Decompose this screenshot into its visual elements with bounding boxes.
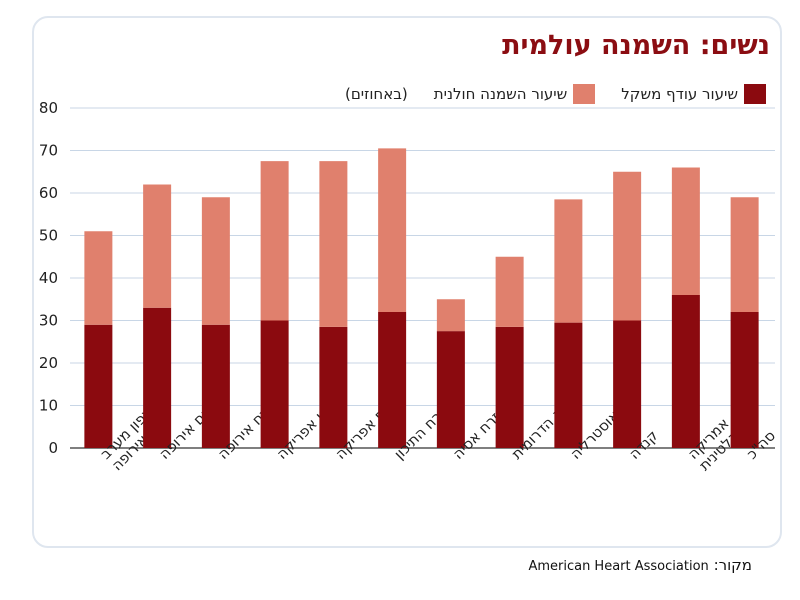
bar-overweight — [730, 312, 759, 448]
bar-obesity — [260, 161, 289, 321]
source-label: מקור: — [713, 556, 752, 574]
bar-overweight — [201, 324, 230, 448]
bar-obesity — [671, 167, 700, 295]
bar-overweight — [671, 295, 700, 448]
y-tick-label: 10 — [39, 397, 58, 415]
y-tick-label: 50 — [39, 227, 58, 245]
y-tick-label: 70 — [39, 142, 58, 160]
bar-obesity — [436, 299, 465, 332]
bar-overweight — [378, 312, 407, 448]
legend-swatch-obesity — [573, 84, 596, 104]
y-tick-label: 40 — [39, 269, 58, 287]
chart-title: נשים: השמנה עולמית — [502, 30, 770, 61]
bar-obesity — [143, 184, 172, 308]
bar-obesity — [319, 161, 348, 327]
bar-overweight — [554, 322, 583, 448]
bar-overweight — [143, 307, 172, 448]
y-tick-label: 0 — [48, 439, 58, 457]
bar-overweight — [260, 320, 289, 448]
legend-label-obesity: שיעור השמנה חולנית — [433, 85, 568, 103]
bar-overweight — [436, 331, 465, 448]
bar-obesity — [84, 231, 113, 325]
y-tick-label: 20 — [39, 354, 58, 372]
legend-item-obesity: שיעור השמנה חולנית — [434, 84, 596, 104]
bar-overweight — [613, 320, 642, 448]
legend-swatch-overweight — [744, 84, 766, 104]
bar-obesity — [613, 171, 642, 321]
source-note: מקור: American Heart Association — [528, 556, 752, 574]
bar-obesity — [730, 197, 759, 312]
y-tick-label: 80 — [39, 99, 58, 117]
bar-overweight — [84, 324, 113, 448]
legend: שיעור עודף משקל שיעור השמנה חולנית (באחו… — [345, 84, 766, 104]
y-tick-label: 30 — [39, 312, 58, 330]
bar-obesity — [201, 197, 230, 325]
y-tick-label: 60 — [39, 184, 58, 202]
bar-obesity — [378, 148, 407, 312]
bar-obesity — [495, 256, 524, 327]
unit-note: (באחוזים) — [344, 85, 408, 103]
legend-item-overweight: שיעור עודף משקל — [621, 84, 766, 104]
source-org: American Heart Association — [528, 559, 709, 574]
bar-overweight — [319, 326, 348, 448]
bar-overweight — [495, 326, 524, 448]
legend-label-overweight: שיעור עודף משקל — [621, 85, 738, 103]
bar-obesity — [554, 199, 583, 323]
